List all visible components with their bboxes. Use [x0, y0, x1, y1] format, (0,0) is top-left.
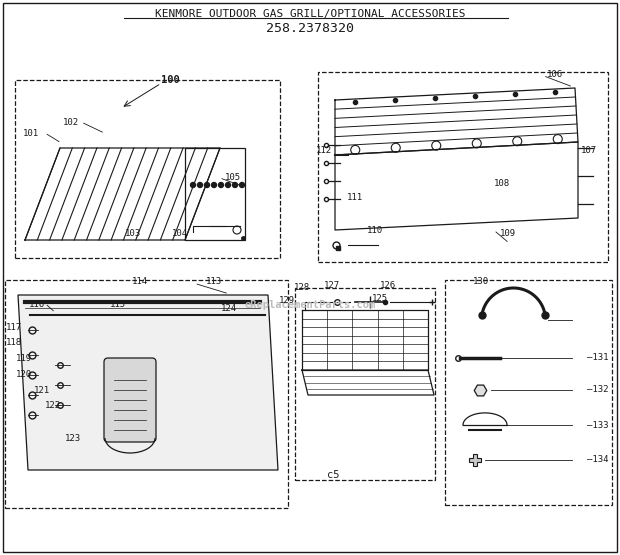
Circle shape [198, 183, 203, 188]
Text: 119: 119 [16, 354, 32, 363]
Circle shape [211, 183, 216, 188]
Circle shape [232, 183, 237, 188]
Text: 127: 127 [324, 281, 340, 290]
Text: —133: —133 [587, 421, 608, 430]
Text: 108: 108 [494, 179, 510, 188]
FancyBboxPatch shape [104, 358, 156, 442]
Circle shape [592, 142, 604, 154]
Text: 110: 110 [367, 226, 383, 235]
Bar [295, 288, 435, 480]
Text: 125: 125 [372, 294, 388, 303]
Text: 120: 120 [16, 370, 32, 379]
Circle shape [239, 183, 244, 188]
Polygon shape [18, 295, 278, 470]
Text: 115: 115 [110, 300, 126, 309]
Text: 124: 124 [221, 304, 237, 312]
Text: 122: 122 [45, 401, 61, 410]
Text: —131: —131 [587, 354, 608, 362]
Text: 118: 118 [6, 339, 22, 347]
Bar [445, 280, 612, 505]
Text: 117: 117 [6, 323, 22, 332]
Bar [318, 72, 608, 262]
Bar [5, 280, 288, 508]
Text: 258.2378320: 258.2378320 [266, 22, 354, 34]
Text: 112: 112 [316, 147, 332, 155]
Text: KENMORE OUTDOOR GAS GRILL/OPTIONAL ACCESSORIES: KENMORE OUTDOOR GAS GRILL/OPTIONAL ACCES… [155, 9, 465, 19]
Circle shape [226, 183, 231, 188]
Text: 116: 116 [29, 300, 45, 309]
Text: eReplacementParts.com: eReplacementParts.com [244, 300, 376, 310]
Circle shape [592, 170, 604, 182]
Text: 104: 104 [172, 229, 188, 238]
Text: 101: 101 [23, 129, 39, 138]
Text: —132: —132 [587, 386, 608, 395]
Bar [15, 80, 280, 258]
Text: 128: 128 [294, 283, 310, 292]
Text: 106: 106 [547, 70, 563, 79]
Circle shape [592, 198, 604, 210]
Text: 107: 107 [581, 147, 597, 155]
Text: 130: 130 [472, 278, 489, 286]
Circle shape [190, 183, 195, 188]
Text: 123: 123 [65, 434, 81, 443]
Text: 111: 111 [347, 193, 363, 201]
Text: 129: 129 [278, 296, 294, 305]
Circle shape [205, 183, 210, 188]
Text: 103: 103 [125, 229, 141, 238]
Text: 126: 126 [379, 281, 396, 290]
Text: 114: 114 [131, 278, 148, 286]
Text: c5: c5 [327, 470, 340, 480]
Text: 102: 102 [63, 118, 79, 127]
Text: 109: 109 [500, 229, 516, 238]
Bar [185, 148, 245, 240]
Text: 105: 105 [224, 173, 241, 182]
Text: 100: 100 [161, 75, 180, 85]
Text: —134: —134 [587, 456, 608, 465]
Circle shape [218, 183, 223, 188]
Text: 121: 121 [34, 386, 50, 395]
Text: 113: 113 [206, 278, 222, 286]
